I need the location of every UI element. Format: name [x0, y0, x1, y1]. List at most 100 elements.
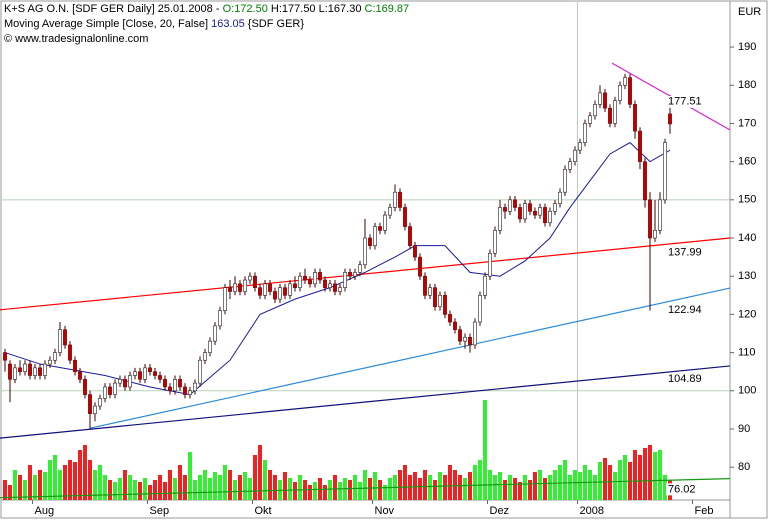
candle-body — [363, 237, 367, 266]
candle-body — [518, 207, 522, 220]
volume-bar — [588, 470, 592, 500]
volume-bar — [258, 445, 262, 500]
candle-body — [113, 382, 117, 395]
y-tick-label: 110 — [738, 346, 756, 358]
y-tick-label: 190 — [738, 41, 756, 53]
candle-body — [578, 142, 582, 151]
volume-bar — [478, 460, 482, 500]
volume-bar — [208, 478, 212, 500]
candle-body — [408, 226, 412, 246]
trendline — [89, 287, 731, 429]
volume-bar — [273, 475, 277, 500]
candle-body — [293, 283, 297, 288]
candle-body — [593, 104, 597, 117]
trendline-label: 76.02 — [668, 483, 696, 495]
low: L:167.30 — [318, 3, 362, 15]
candle-body — [153, 371, 157, 376]
candle-body — [668, 113, 672, 125]
trendline-label: 137.99 — [668, 247, 702, 259]
volume-bar — [503, 480, 507, 500]
candle-body — [553, 203, 557, 212]
volume-bar — [33, 475, 37, 500]
candle-body — [358, 264, 362, 273]
volume-bar — [293, 482, 297, 500]
candle-body — [503, 207, 507, 212]
candle-body — [123, 379, 127, 388]
trendline-label: 104.89 — [668, 373, 702, 385]
candle-body — [413, 245, 417, 258]
candle-body — [278, 287, 282, 300]
open: O:172.50 — [222, 3, 268, 15]
candle-body — [93, 405, 97, 414]
x-tick-label: Aug — [35, 505, 55, 517]
candle-body — [513, 199, 517, 208]
volume-bar — [113, 482, 117, 500]
candle-body — [543, 207, 547, 224]
volume-bar — [543, 478, 547, 500]
volume-bar — [223, 465, 227, 500]
volume-bar — [548, 475, 552, 500]
volume-bar — [123, 470, 127, 500]
volume-bar — [413, 472, 417, 500]
candle-body — [203, 352, 207, 361]
trendline — [0, 365, 731, 439]
candle-body — [398, 191, 402, 208]
volume-bar — [133, 480, 137, 500]
trendline-label-bg — [666, 95, 700, 108]
candle-body — [58, 329, 62, 353]
candle-body — [533, 210, 537, 216]
candle-body — [73, 359, 77, 372]
candle-body — [453, 321, 457, 330]
volume-bar — [53, 455, 57, 500]
candle-body — [28, 363, 32, 376]
candle-body — [568, 161, 572, 170]
volume-bar — [383, 485, 387, 500]
x-tick-label: Feb — [695, 505, 714, 517]
candle-body — [68, 344, 72, 361]
volume-bar — [313, 482, 317, 500]
candle-body — [643, 161, 647, 201]
candle-body — [23, 363, 27, 372]
volume-bar — [353, 475, 357, 500]
candle-body — [213, 325, 217, 342]
candle-body — [103, 386, 107, 399]
candle-body — [473, 321, 477, 346]
candle-body — [233, 283, 237, 292]
volume-bar — [518, 482, 522, 500]
volume-bar — [23, 480, 27, 500]
candle-body — [288, 283, 292, 296]
candle-body — [393, 191, 397, 208]
candle-body — [373, 226, 377, 246]
candle-body — [448, 314, 452, 323]
x-axis-frame — [0, 499, 731, 519]
volume-bar — [378, 480, 382, 500]
volume-bar — [218, 475, 222, 500]
volume-bar — [618, 460, 622, 500]
labels: 80 90 100 110 120 130 140 150 160 170 180 190 Aug Sep… — [35, 41, 757, 517]
volume-bar — [363, 470, 367, 500]
volume-bar — [633, 450, 637, 500]
candle-body — [638, 130, 642, 162]
volume-bar — [463, 478, 467, 500]
candle-body — [253, 275, 257, 288]
volume-bar — [663, 475, 667, 500]
volume-bar — [268, 470, 272, 500]
candle-body — [48, 359, 52, 365]
volume-bar — [13, 470, 17, 500]
candle-body — [383, 214, 387, 231]
candle-body — [458, 329, 462, 342]
candle-body — [573, 149, 577, 162]
candle-body — [53, 352, 57, 361]
candle-body — [493, 230, 497, 254]
volume-bar — [598, 462, 602, 500]
candle-body — [248, 275, 252, 281]
volume-bar — [428, 475, 432, 500]
y-tick-label: 170 — [738, 117, 756, 129]
candle-body — [188, 390, 192, 395]
trendline-label: 177.51 — [668, 96, 702, 108]
volume-bar — [73, 462, 77, 500]
candle-body — [468, 337, 472, 346]
candle-body — [228, 287, 232, 292]
title: K+S AG O.N. [SDF GER Daily] 25.01.2008 - — [4, 3, 220, 15]
